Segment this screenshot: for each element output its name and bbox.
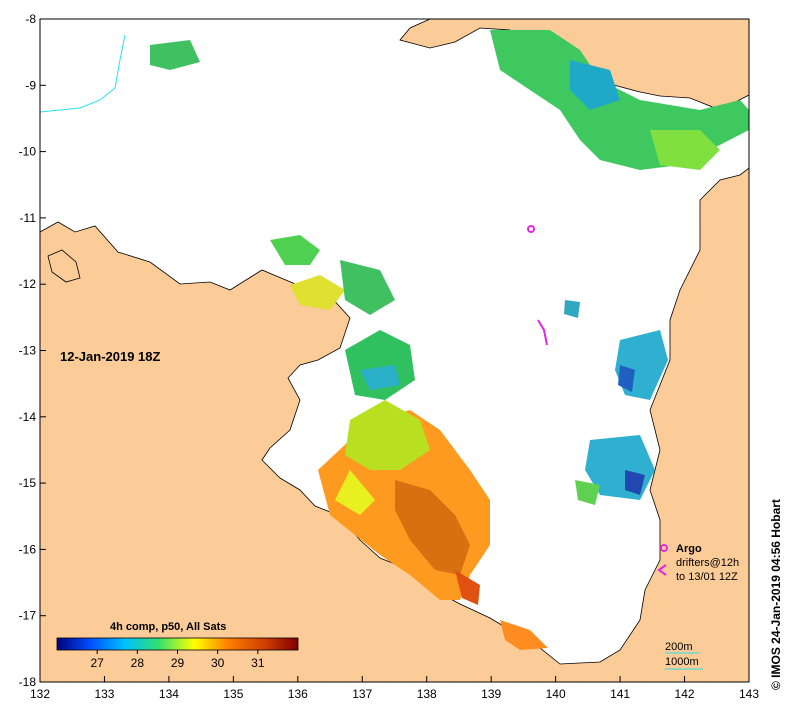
x-tick-label: 142 <box>675 687 695 701</box>
y-tick-label: -12 <box>19 277 37 291</box>
colorbar-ticks: 27 28 29 30 31 <box>90 650 265 670</box>
y-axis: -8 -9 -10 -11 -12 -13 -14 -15 -16 -17 -18 <box>19 12 46 689</box>
y-tick-label: -13 <box>19 344 37 358</box>
y-tick-label: -18 <box>19 675 37 689</box>
x-tick-label: 139 <box>481 687 501 701</box>
x-tick-label: 143 <box>739 687 759 701</box>
x-tick-label: 135 <box>223 687 243 701</box>
colorbar-tick-label: 30 <box>211 656 225 670</box>
x-axis: 132 133 134 135 136 137 138 139 140 141 142 143 <box>30 676 759 701</box>
x-tick-label: 137 <box>352 687 372 701</box>
contour-1000m-legend-label: 1000m <box>665 656 699 668</box>
land-island-west <box>47 249 81 283</box>
land-new-guinea <box>399 19 749 111</box>
y-tick-label: -9 <box>25 78 36 92</box>
y-tick-label: -16 <box>19 542 37 556</box>
land-arnhem-land <box>40 167 749 682</box>
colorbar-tick-label: 31 <box>251 656 265 670</box>
argo-float <box>527 225 535 233</box>
y-tick-label: -15 <box>19 476 37 490</box>
x-tick-label: 138 <box>417 687 437 701</box>
contour-200m-legend-label: 200m <box>665 641 693 653</box>
x-tick-label: 133 <box>94 687 114 701</box>
x-tick-label: 134 <box>159 687 179 701</box>
colorbar-tick-label: 27 <box>90 656 104 670</box>
argo-legend-icon <box>660 544 668 552</box>
timestamp-label: 12-Jan-2019 18Z <box>60 349 161 364</box>
sst-patches <box>150 30 749 650</box>
colorbar-tick-label: 28 <box>131 656 145 670</box>
colorbar <box>56 637 299 651</box>
drifters-legend-label-2: to 13/01 12Z <box>676 571 738 583</box>
drifter-track <box>537 319 548 346</box>
x-tick-label: 141 <box>610 687 630 701</box>
drifter-legend-icon <box>657 564 667 576</box>
drifters-legend-label-1: drifters@12h <box>676 557 739 569</box>
credit-label: © IMOS 24-Jan-2019 04:56 Hobart <box>769 499 783 690</box>
y-tick-label: -14 <box>19 410 37 424</box>
y-tick-label: -8 <box>25 12 36 26</box>
x-tick-label: 132 <box>30 687 50 701</box>
colorbar-title: 4h comp, p50, All Sats <box>110 621 226 633</box>
y-tick-label: -11 <box>20 211 37 225</box>
y-tick-label: -10 <box>19 145 37 159</box>
contour-200m-line <box>40 34 126 113</box>
argo-legend-label: Argo <box>676 543 702 555</box>
colorbar-tick-label: 29 <box>171 656 185 670</box>
x-tick-label: 136 <box>288 687 308 701</box>
y-tick-label: -17 <box>19 609 37 623</box>
x-tick-label: 140 <box>546 687 566 701</box>
